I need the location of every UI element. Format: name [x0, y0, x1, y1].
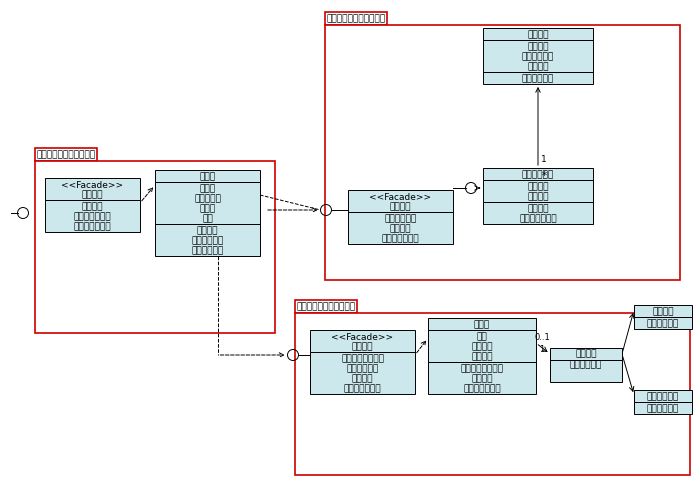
Text: <<Facade>>: <<Facade>>	[62, 181, 124, 190]
Bar	[483, 202, 593, 224]
Text: （会員コード）: （会員コード）	[463, 384, 500, 393]
Text: 管理番号: 管理番号	[527, 183, 549, 191]
Bar	[634, 390, 692, 402]
Text: 商品管理コンポーネント: 商品管理コンポーネント	[326, 14, 386, 23]
Text: 貸出実施（）: 貸出実施（）	[570, 360, 602, 370]
Text: 貸出日: 貸出日	[199, 185, 216, 193]
Text: タイトル: タイトル	[527, 43, 549, 52]
Text: 貸出本数: 貸出本数	[471, 353, 493, 361]
Text: 貸出実施（）: 貸出実施（）	[647, 405, 679, 413]
Bar	[35, 148, 97, 161]
Bar	[550, 348, 622, 360]
Text: 会員管理コンポーネント: 会員管理コンポーネント	[296, 302, 356, 311]
Text: 商品管理: 商品管理	[390, 202, 412, 212]
Text: 貸出実施（）: 貸出実施（）	[384, 215, 416, 223]
Bar	[155, 170, 260, 182]
Text: 貸出実施: 貸出実施	[527, 204, 549, 214]
Bar	[550, 360, 622, 382]
Bar	[428, 362, 536, 394]
Text: 貸出実施（）: 貸出実施（）	[346, 364, 379, 374]
Bar	[155, 182, 260, 224]
Text: 通常会員: 通常会員	[652, 307, 673, 317]
Text: 貸出管理: 貸出管理	[82, 191, 104, 199]
Bar	[348, 190, 453, 212]
Bar	[295, 300, 357, 313]
Text: レンタル商品: レンタル商品	[522, 170, 554, 180]
Text: 妥当な会員か（）: 妥当な会員か（）	[461, 364, 503, 374]
Text: 返却予定日: 返却予定日	[194, 194, 221, 203]
Bar	[634, 402, 692, 414]
Bar	[634, 305, 692, 317]
Bar	[310, 330, 415, 352]
Text: （商品コード）: （商品コード）	[382, 235, 419, 244]
Text: 名前: 名前	[477, 332, 487, 342]
Text: （会員管理、: （会員管理、	[191, 237, 223, 246]
Text: 1: 1	[540, 345, 545, 354]
Text: *: *	[541, 171, 547, 181]
Bar	[155, 224, 260, 256]
Text: 会員取得: 会員取得	[351, 375, 373, 383]
Bar	[325, 12, 387, 25]
Bar	[295, 313, 690, 475]
Text: 商品コード）: 商品コード）	[74, 222, 111, 231]
Bar	[45, 200, 140, 232]
Bar	[45, 178, 140, 200]
Bar	[483, 40, 593, 72]
Text: 妥当な会員か（）: 妥当な会員か（）	[341, 355, 384, 363]
Text: 商品管理）: 商品管理）	[191, 246, 223, 255]
Text: （商品コード）: （商品コード）	[519, 215, 556, 223]
Text: 予約件数: 予約件数	[527, 62, 549, 72]
Bar	[35, 161, 275, 333]
Text: 商品区分: 商品区分	[527, 192, 549, 201]
Text: 状態: 状態	[202, 215, 213, 223]
Text: 取得する: 取得する	[390, 224, 412, 234]
Text: 貸出可能本数: 貸出可能本数	[522, 53, 554, 61]
Text: <<Facade>>: <<Facade>>	[370, 192, 432, 201]
Text: 会　員: 会 員	[474, 321, 490, 329]
Text: <<Facade>>: <<Facade>>	[331, 332, 393, 342]
Bar	[483, 72, 593, 84]
Text: （会員コード、: （会員コード、	[74, 213, 111, 221]
Text: 貸出管理コンポーネント: 貸出管理コンポーネント	[36, 150, 95, 159]
Text: 貸　出: 貸 出	[199, 172, 216, 182]
Text: 0..1: 0..1	[534, 333, 550, 343]
Bar	[348, 212, 453, 244]
Text: 生年月日: 生年月日	[471, 343, 493, 352]
Text: （会員コード）: （会員コード）	[344, 384, 382, 393]
Bar	[483, 180, 593, 202]
Text: 返却日: 返却日	[199, 204, 216, 214]
Text: 貸出する: 貸出する	[82, 202, 104, 212]
Text: 1: 1	[541, 156, 547, 164]
Bar	[310, 352, 415, 394]
Text: 会員管理: 会員管理	[351, 343, 373, 352]
Bar	[428, 330, 536, 362]
Bar	[483, 168, 593, 180]
Bar	[634, 317, 692, 329]
Bar	[325, 25, 680, 280]
Text: 会員区分: 会員区分	[575, 350, 596, 358]
Text: 貸出実施（）: 貸出実施（）	[522, 75, 554, 83]
Text: 会員取得: 会員取得	[471, 375, 493, 383]
Text: 貸出実施（）: 貸出実施（）	[647, 320, 679, 328]
Bar	[483, 28, 593, 40]
Text: ゴールド会員: ゴールド会員	[647, 392, 679, 402]
Bar	[428, 318, 536, 330]
Text: 貸出する: 貸出する	[197, 226, 218, 236]
Text: タイトル: タイトル	[527, 30, 549, 39]
